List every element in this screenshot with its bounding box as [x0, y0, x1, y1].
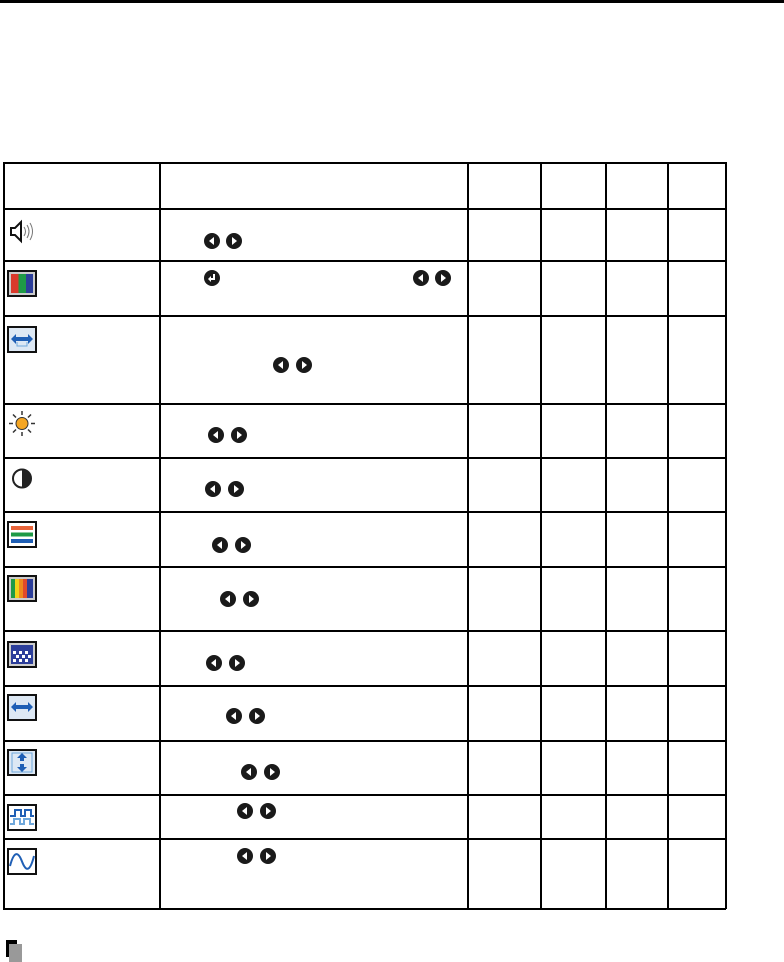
table-rule [3, 208, 726, 210]
table-rule [159, 162, 161, 909]
right-arrow-button-icon [264, 764, 280, 780]
left-arrow-button-icon [204, 233, 220, 249]
table-rule [3, 162, 726, 164]
horizontal-size-icon [7, 326, 37, 353]
table-rule [605, 162, 607, 909]
right-arrow-button-icon [226, 233, 242, 249]
phase-icon [7, 804, 37, 831]
table-rule [467, 162, 469, 909]
color-bars-icon [7, 270, 37, 297]
right-arrow-button-icon [260, 803, 276, 819]
right-arrow-button-icon [260, 848, 276, 864]
right-arrow-button-icon [228, 481, 244, 497]
left-arrow-button-icon [212, 537, 228, 553]
table-rule [3, 315, 726, 317]
left-arrow-button-icon [237, 848, 253, 864]
horizontal-position-icon [7, 694, 37, 721]
table-rule [3, 162, 5, 909]
left-arrow-button-icon [241, 764, 257, 780]
header-rule [0, 0, 784, 3]
table-rule [3, 566, 726, 568]
right-arrow-button-icon [235, 537, 251, 553]
left-arrow-button-icon [208, 427, 224, 443]
table-rule [725, 162, 727, 909]
color-spectrum-icon [7, 575, 37, 602]
table-rule [3, 908, 726, 910]
table-rule [540, 162, 542, 909]
table-rule [667, 162, 669, 909]
volume-icon [7, 218, 37, 245]
sharpness-icon [7, 641, 37, 668]
table-rule [3, 838, 726, 840]
clock-icon [7, 848, 37, 875]
right-arrow-button-icon [229, 655, 245, 671]
table-rule [3, 511, 726, 513]
brightness-icon [7, 410, 37, 437]
left-arrow-button-icon [226, 708, 242, 724]
left-arrow-button-icon [273, 357, 289, 373]
left-arrow-button-icon [205, 481, 221, 497]
right-arrow-button-icon [435, 270, 451, 286]
table-rule [3, 740, 726, 742]
right-arrow-button-icon [231, 427, 247, 443]
table-rule [3, 260, 726, 262]
rgb-levels-icon [7, 521, 37, 548]
right-arrow-button-icon [249, 708, 265, 724]
right-arrow-button-icon [296, 357, 312, 373]
table-rule [3, 794, 726, 796]
left-arrow-button-icon [413, 270, 429, 286]
left-arrow-button-icon [220, 591, 236, 607]
contrast-icon [7, 465, 37, 492]
right-arrow-button-icon [243, 591, 259, 607]
footer-page-marker [6, 940, 22, 962]
left-arrow-button-icon [237, 803, 253, 819]
enter-button-icon [204, 270, 220, 286]
left-arrow-button-icon [206, 655, 222, 671]
vertical-position-icon [7, 749, 37, 776]
table-rule [3, 457, 726, 459]
table-rule [3, 403, 726, 405]
table-rule [3, 630, 726, 632]
table-rule [3, 685, 726, 687]
